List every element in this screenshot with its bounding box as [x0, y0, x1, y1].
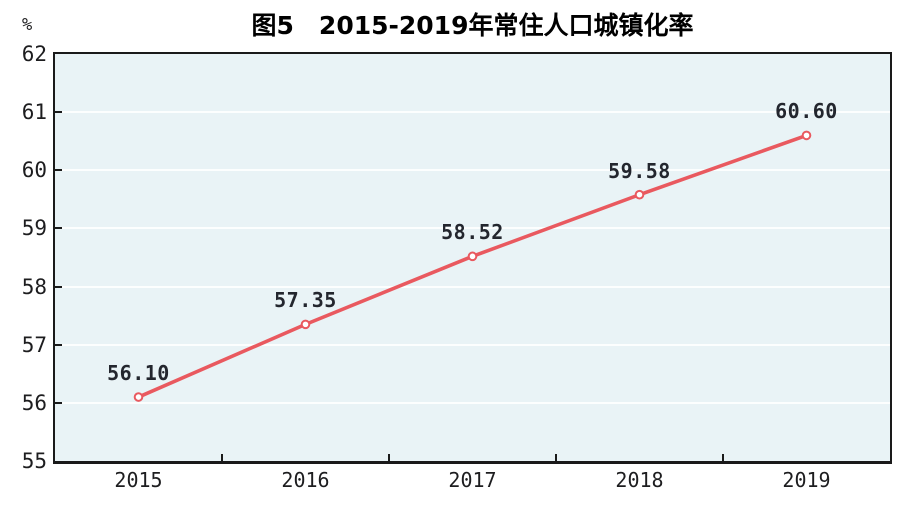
- y-tick-mark: [55, 227, 62, 230]
- data-label: 60.60: [775, 99, 838, 124]
- y-axis-label: 62: [21, 42, 47, 66]
- x-axis-label: 2017: [448, 468, 497, 492]
- y-axis-label: 60: [21, 158, 47, 183]
- data-label: 59.58: [608, 158, 671, 183]
- x-tick-mark: [221, 454, 223, 461]
- gridline: [55, 227, 890, 230]
- y-axis-label: 57: [21, 332, 47, 357]
- x-tick-mark: [722, 454, 724, 461]
- y-tick-mark: [55, 111, 62, 114]
- y-tick-mark: [55, 169, 62, 172]
- line-chart-canvas: [133, 130, 812, 402]
- data-label: 57.35: [274, 288, 337, 313]
- y-axis-unit-label: %: [22, 15, 33, 35]
- data-label: 58.52: [441, 220, 504, 245]
- y-axis-label: 59: [21, 216, 47, 241]
- x-axis-label: 2019: [782, 468, 831, 492]
- y-axis-label: 61: [21, 100, 47, 125]
- gridline: [55, 401, 890, 404]
- x-axis-label: 2018: [615, 468, 664, 492]
- data-point-marker: [801, 130, 812, 141]
- data-label: 56.10: [107, 361, 170, 386]
- y-axis-label: 55: [21, 449, 47, 473]
- gridline: [55, 343, 890, 346]
- data-point-marker: [634, 189, 645, 200]
- chart-title: 图5 2015-2019年常住人口城镇化率: [251, 11, 694, 40]
- x-tick-mark: [555, 454, 557, 461]
- y-tick-mark: [55, 401, 62, 404]
- gridline: [55, 111, 890, 114]
- y-tick-mark: [55, 343, 62, 346]
- y-axis-label: 56: [21, 390, 47, 415]
- line-series: [136, 133, 809, 399]
- x-tick-mark: [388, 454, 390, 461]
- y-tick-mark: [55, 285, 62, 288]
- x-axis-label: 2015: [114, 468, 163, 492]
- gridline: [55, 169, 890, 172]
- y-axis-label: 58: [21, 274, 47, 299]
- data-point-marker: [300, 319, 311, 330]
- gridline: [55, 285, 890, 288]
- x-axis-label: 2016: [281, 468, 330, 492]
- data-point-marker: [133, 392, 144, 402]
- plot-area: 56.10 57.35 58.52 59.58 60.60: [53, 52, 892, 464]
- data-point-marker: [467, 251, 478, 262]
